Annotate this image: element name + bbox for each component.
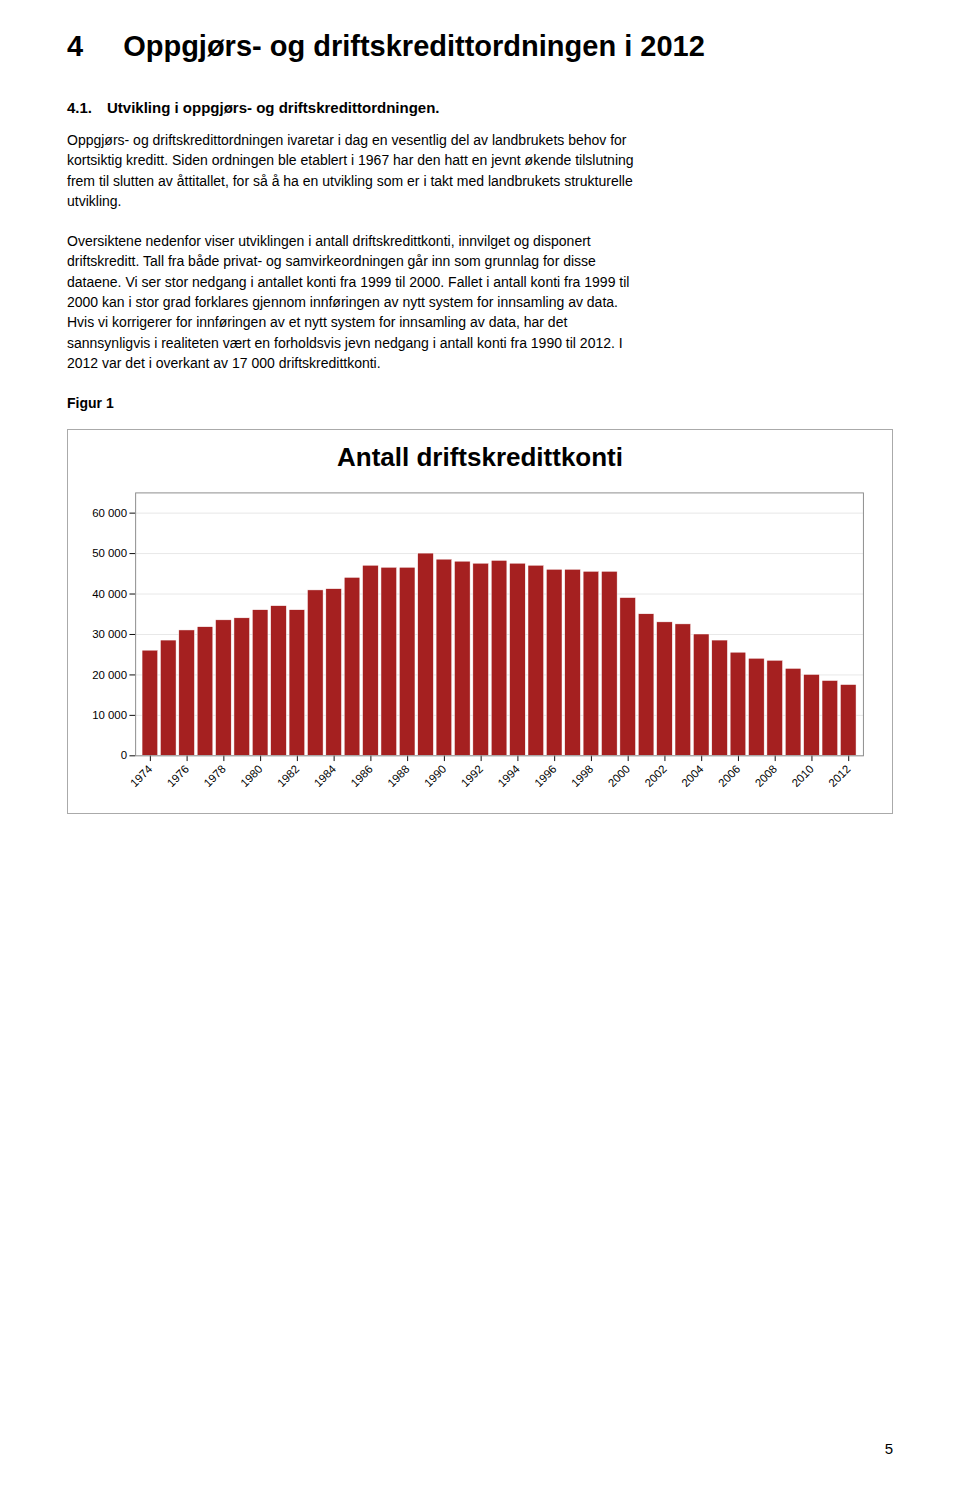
html-text:utvikling.: utvikling. [67,192,122,209]
svg-text:2000: 2000 [606,763,632,789]
html-text:frem til slutten av åttitallet: frem til slutten av åttitallet, for så å… [67,172,633,189]
svg-text:20 000: 20 000 [92,669,127,681]
html-text:Oversiktene nedenfor viser utv: Oversiktene nedenfor viser utviklingen i… [67,233,591,250]
html-text:Oppgjørs- og driftskredittordn: Oppgjørs- og driftskredittordningen ivar… [67,132,627,148]
html-text:sannsynligvis i realiteten vær: sannsynligvis i realiteten vært en forho… [67,334,623,351]
svg-text:30 000: 30 000 [92,628,127,640]
html-text:Antall driftskredittkonti: Antall driftskredittkonti [337,442,623,473]
html-text:Hvis vi korrigerer for innføri: Hvis vi korrigerer for innføringen av et… [67,314,568,331]
html-text:driftskreditt. Tall fra både p: driftskreditt. Tall fra både privat- og … [67,253,596,270]
svg-text:2004: 2004 [679,762,706,789]
svg-text:1980: 1980 [238,763,264,789]
svg-text:1982: 1982 [275,763,301,789]
svg-text:40 000: 40 000 [92,588,127,600]
svg-text:50 000: 50 000 [92,548,127,560]
svg-text:1988: 1988 [385,763,411,789]
svg-text:2012: 2012 [826,763,852,789]
svg-text:2008: 2008 [753,763,779,789]
svg-text:1978: 1978 [201,763,227,789]
html-text:4: 4 [67,30,84,62]
svg-text:1992: 1992 [459,763,485,789]
svg-text:2010: 2010 [789,763,815,789]
svg-text:1994: 1994 [495,762,522,789]
svg-text:10 000: 10 000 [92,709,127,721]
html-text:dataene. Vi ser stor nedgang i: dataene. Vi ser stor nedgang i antallet … [67,273,630,290]
svg-text:1974: 1974 [128,762,155,789]
svg-text:1984: 1984 [312,762,339,789]
svg-text:1996: 1996 [532,763,558,789]
svg-text:1986: 1986 [348,763,374,789]
html-text:Oppgjørs- og driftskredittordn: Oppgjørs- og driftskredittordningen i 20… [123,30,705,62]
html-text:kortsiktig kreditt. Siden ordn: kortsiktig kreditt. Siden ordningen ble … [67,152,634,169]
svg-text:60 000: 60 000 [92,507,127,519]
html-text:2012 var det i overkant av 17: 2012 var det i overkant av 17 000 drifts… [67,355,381,371]
html-text:Figur 1: Figur 1 [67,395,114,412]
html-text:5: 5 [884,1440,893,1457]
html-text:4.1. Utvikling i oppgjørs- og: 4.1. Utvikling i oppgjørs- og driftskred… [67,99,440,116]
svg-text:2006: 2006 [716,763,742,789]
html-text:2000 kan i stor grad forklares: 2000 kan i stor grad forklares gjennom i… [67,294,618,311]
svg-text:2002: 2002 [642,763,668,789]
svg-text:0: 0 [121,750,127,762]
svg-text:1998: 1998 [569,763,595,789]
svg-text:1976: 1976 [165,763,191,789]
svg-text:1990: 1990 [422,763,448,789]
